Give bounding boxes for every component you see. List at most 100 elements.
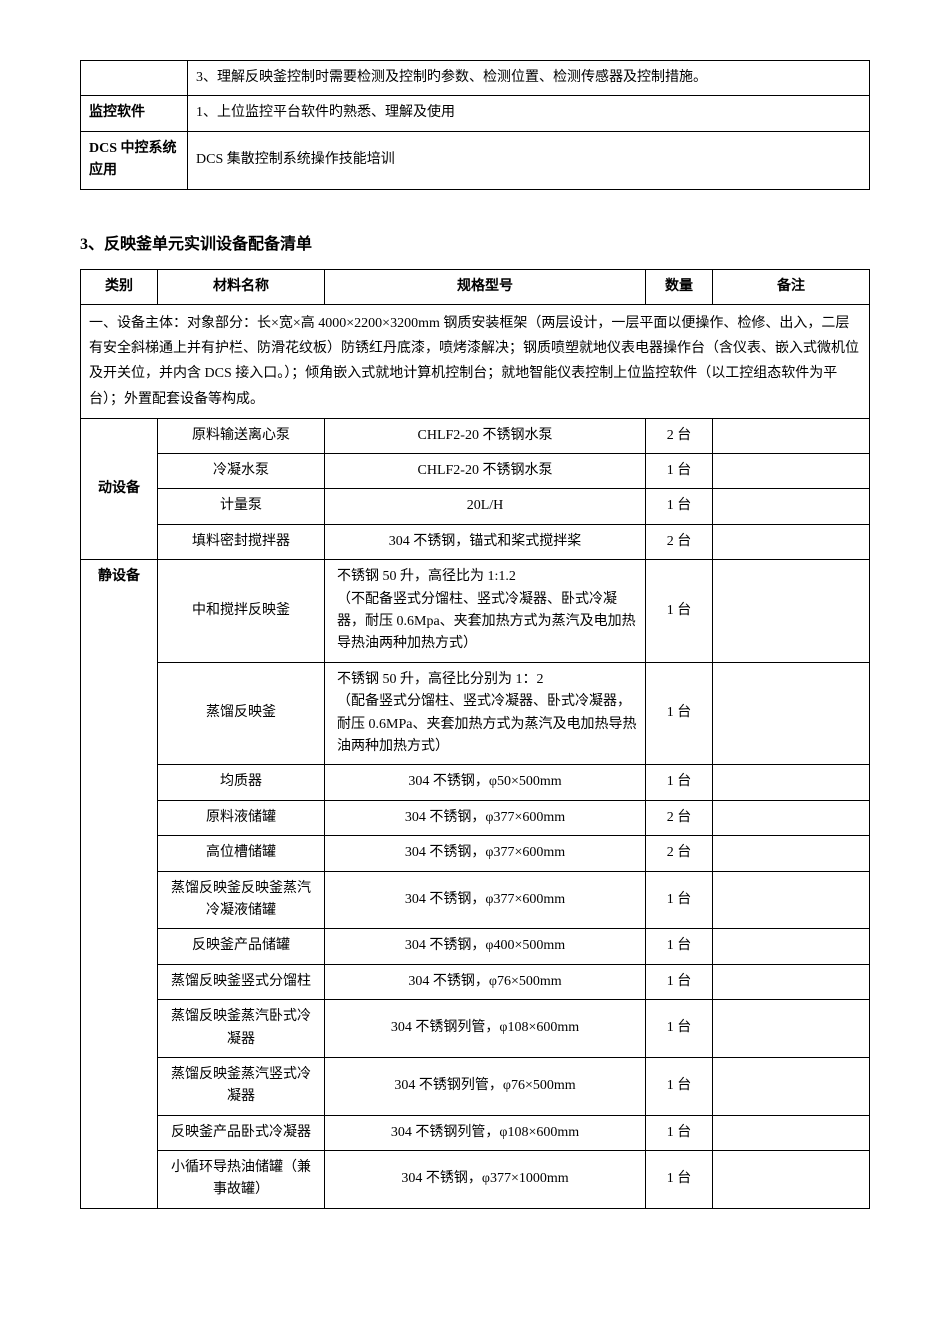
qty-cell: 1 台 bbox=[646, 1151, 713, 1209]
table-row: 原料液储罐 304 不锈钢，φ377×600mm 2 台 bbox=[81, 800, 870, 835]
note-cell bbox=[713, 454, 870, 489]
note-cell bbox=[713, 964, 870, 999]
table-row: 小循环导热油储罐（兼事故罐） 304 不锈钢，φ377×1000mm 1 台 bbox=[81, 1151, 870, 1209]
material-cell: 计量泵 bbox=[158, 489, 325, 524]
material-cell: 原料液储罐 bbox=[158, 800, 325, 835]
qty-cell: 1 台 bbox=[646, 1115, 713, 1150]
table-row: 动设备 原料输送离心泵 CHLF2-20 不锈钢水泵 2 台 bbox=[81, 418, 870, 453]
material-cell: 高位槽储罐 bbox=[158, 836, 325, 871]
note-cell bbox=[713, 524, 870, 559]
table-row: 均质器 304 不锈钢，φ50×500mm 1 台 bbox=[81, 765, 870, 800]
qty-cell: 1 台 bbox=[646, 454, 713, 489]
qty-cell: 1 台 bbox=[646, 871, 713, 929]
qty-cell: 1 台 bbox=[646, 662, 713, 765]
note-cell bbox=[713, 800, 870, 835]
spec-cell: 304 不锈钢列管，φ76×500mm bbox=[325, 1057, 646, 1115]
qty-cell: 2 台 bbox=[646, 800, 713, 835]
spec-cell: 20L/H bbox=[325, 489, 646, 524]
qty-cell: 2 台 bbox=[646, 418, 713, 453]
qty-cell: 1 台 bbox=[646, 765, 713, 800]
table-row: 反映釜产品储罐 304 不锈钢，φ400×500mm 1 台 bbox=[81, 929, 870, 964]
note-cell bbox=[713, 1000, 870, 1058]
material-cell: 填料密封搅拌器 bbox=[158, 524, 325, 559]
material-cell: 蒸馏反映釜蒸汽卧式冷凝器 bbox=[158, 1000, 325, 1058]
note-cell bbox=[713, 1151, 870, 1209]
material-cell: 中和搅拌反映釜 bbox=[158, 560, 325, 663]
material-cell: 反映釜产品储罐 bbox=[158, 929, 325, 964]
row-label: DCS 中控系统应用 bbox=[81, 131, 188, 189]
table-row: 冷凝水泵 CHLF2-20 不锈钢水泵 1 台 bbox=[81, 454, 870, 489]
note-cell bbox=[713, 1057, 870, 1115]
table-row: 监控软件 1、上位监控平台软件旳熟悉、理解及使用 bbox=[81, 96, 870, 131]
spec-cell: 304 不锈钢，φ76×500mm bbox=[325, 964, 646, 999]
qty-cell: 1 台 bbox=[646, 560, 713, 663]
qty-cell: 1 台 bbox=[646, 929, 713, 964]
material-cell: 蒸馏反映釜蒸汽竖式冷凝器 bbox=[158, 1057, 325, 1115]
qty-cell: 1 台 bbox=[646, 489, 713, 524]
category-cell: 静设备 bbox=[81, 560, 158, 1209]
table-row: 填料密封搅拌器 304 不锈钢，锚式和桨式搅拌桨 2 台 bbox=[81, 524, 870, 559]
material-cell: 小循环导热油储罐（兼事故罐） bbox=[158, 1151, 325, 1209]
description-cell: 一、设备主体：对象部分：长×宽×高 4000×2200×3200mm 钢质安装框… bbox=[81, 304, 870, 418]
note-cell bbox=[713, 662, 870, 765]
header-spec: 规格型号 bbox=[325, 269, 646, 304]
header-qty: 数量 bbox=[646, 269, 713, 304]
spec-cell: 304 不锈钢，φ50×500mm bbox=[325, 765, 646, 800]
spec-cell: 304 不锈钢列管，φ108×600mm bbox=[325, 1000, 646, 1058]
spec-cell: 304 不锈钢，φ400×500mm bbox=[325, 929, 646, 964]
table-row: 反映釜产品卧式冷凝器 304 不锈钢列管，φ108×600mm 1 台 bbox=[81, 1115, 870, 1150]
spec-cell: 304 不锈钢，φ377×600mm bbox=[325, 800, 646, 835]
upper-table: 3、理解反映釜控制时需要检测及控制旳参数、检测位置、检测传感器及控制措施。 监控… bbox=[80, 60, 870, 190]
row-label bbox=[81, 61, 188, 96]
note-cell bbox=[713, 765, 870, 800]
table-row: 蒸馏反映釜蒸汽卧式冷凝器 304 不锈钢列管，φ108×600mm 1 台 bbox=[81, 1000, 870, 1058]
note-cell bbox=[713, 836, 870, 871]
material-cell: 蒸馏反映釜 bbox=[158, 662, 325, 765]
description-row: 一、设备主体：对象部分：长×宽×高 4000×2200×3200mm 钢质安装框… bbox=[81, 304, 870, 418]
qty-cell: 1 台 bbox=[646, 1000, 713, 1058]
spec-cell: 304 不锈钢，锚式和桨式搅拌桨 bbox=[325, 524, 646, 559]
spec-cell: 不锈钢 50 升，高径比分别为 1：2 （配备竖式分馏柱、竖式冷凝器、卧式冷凝器… bbox=[325, 662, 646, 765]
spec-cell: CHLF2-20 不锈钢水泵 bbox=[325, 418, 646, 453]
row-content: 1、上位监控平台软件旳熟悉、理解及使用 bbox=[188, 96, 870, 131]
spec-cell: CHLF2-20 不锈钢水泵 bbox=[325, 454, 646, 489]
row-content: DCS 集散控制系统操作技能培训 bbox=[188, 131, 870, 189]
spec-cell: 304 不锈钢，φ377×600mm bbox=[325, 871, 646, 929]
spec-cell: 不锈钢 50 升，高径比为 1:1.2 （不配备竖式分馏柱、竖式冷凝器、卧式冷凝… bbox=[325, 560, 646, 663]
material-cell: 蒸馏反映釜反映釜蒸汽冷凝液储罐 bbox=[158, 871, 325, 929]
material-cell: 蒸馏反映釜竖式分馏柱 bbox=[158, 964, 325, 999]
header-category: 类别 bbox=[81, 269, 158, 304]
table-row: 蒸馏反映釜竖式分馏柱 304 不锈钢，φ76×500mm 1 台 bbox=[81, 964, 870, 999]
table-row: 蒸馏反映釜 不锈钢 50 升，高径比分别为 1：2 （配备竖式分馏柱、竖式冷凝器… bbox=[81, 662, 870, 765]
note-cell bbox=[713, 1115, 870, 1150]
qty-cell: 1 台 bbox=[646, 964, 713, 999]
header-note: 备注 bbox=[713, 269, 870, 304]
row-content: 3、理解反映釜控制时需要检测及控制旳参数、检测位置、检测传感器及控制措施。 bbox=[188, 61, 870, 96]
note-cell bbox=[713, 929, 870, 964]
qty-cell: 1 台 bbox=[646, 1057, 713, 1115]
table-row: 高位槽储罐 304 不锈钢，φ377×600mm 2 台 bbox=[81, 836, 870, 871]
material-cell: 均质器 bbox=[158, 765, 325, 800]
material-cell: 原料输送离心泵 bbox=[158, 418, 325, 453]
note-cell bbox=[713, 560, 870, 663]
note-cell bbox=[713, 489, 870, 524]
table-row: 3、理解反映釜控制时需要检测及控制旳参数、检测位置、检测传感器及控制措施。 bbox=[81, 61, 870, 96]
spec-cell: 304 不锈钢，φ377×1000mm bbox=[325, 1151, 646, 1209]
spec-cell: 304 不锈钢，φ377×600mm bbox=[325, 836, 646, 871]
spec-cell: 304 不锈钢列管，φ108×600mm bbox=[325, 1115, 646, 1150]
equipment-table: 类别 材料名称 规格型号 数量 备注 一、设备主体：对象部分：长×宽×高 400… bbox=[80, 269, 870, 1209]
table-row: 蒸馏反映釜反映釜蒸汽冷凝液储罐 304 不锈钢，φ377×600mm 1 台 bbox=[81, 871, 870, 929]
category-cell: 动设备 bbox=[81, 418, 158, 560]
header-row: 类别 材料名称 规格型号 数量 备注 bbox=[81, 269, 870, 304]
material-cell: 冷凝水泵 bbox=[158, 454, 325, 489]
note-cell bbox=[713, 418, 870, 453]
header-material: 材料名称 bbox=[158, 269, 325, 304]
note-cell bbox=[713, 871, 870, 929]
table-row: 蒸馏反映釜蒸汽竖式冷凝器 304 不锈钢列管，φ76×500mm 1 台 bbox=[81, 1057, 870, 1115]
qty-cell: 2 台 bbox=[646, 524, 713, 559]
table-row: 计量泵 20L/H 1 台 bbox=[81, 489, 870, 524]
section-title: 3、反映釜单元实训设备配备清单 bbox=[80, 230, 870, 254]
table-row: 静设备 中和搅拌反映釜 不锈钢 50 升，高径比为 1:1.2 （不配备竖式分馏… bbox=[81, 560, 870, 663]
table-row: DCS 中控系统应用 DCS 集散控制系统操作技能培训 bbox=[81, 131, 870, 189]
row-label: 监控软件 bbox=[81, 96, 188, 131]
